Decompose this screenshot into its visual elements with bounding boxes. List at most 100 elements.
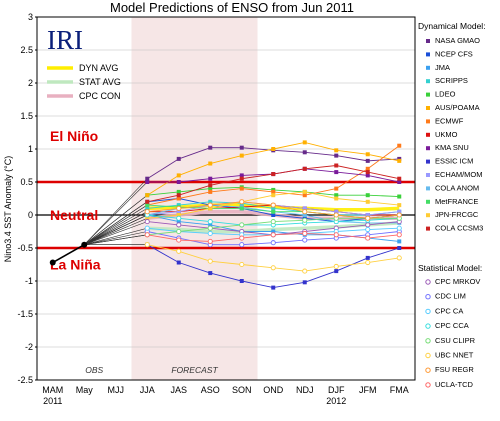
series-point-5-2 — [208, 161, 213, 166]
series-point-12-3 — [239, 206, 244, 211]
series-point-21-4 — [270, 202, 276, 208]
series-point-6-4 — [271, 189, 276, 194]
x-tick-label-9: DJF — [328, 385, 345, 395]
y-axis-label: Nino3.4 SST Anomaly (°C) — [3, 156, 13, 262]
year-label-1: 2012 — [326, 396, 346, 406]
forecast-shade — [131, 17, 258, 380]
series-point-21-0 — [144, 209, 150, 215]
stat-legend-swatch-0 — [425, 279, 431, 285]
y-tick-label-4: 1 — [28, 144, 33, 154]
avg-legend-label-0: DYN AVG — [79, 63, 118, 73]
series-point-5-4 — [271, 147, 276, 151]
dyn-legend-label-4: LDEO — [435, 90, 456, 99]
series-point-4-2 — [208, 186, 213, 191]
connector-12 — [84, 204, 148, 245]
y-tick-label-7: -0.5 — [17, 243, 33, 253]
dyn-legend-label-8: KMA SNU — [435, 143, 469, 152]
series-point-20-7 — [365, 259, 371, 266]
dyn-legend-label-0: NASA GMAO — [435, 36, 480, 45]
dyn-legend-swatch-7 — [426, 132, 430, 137]
series-point-6-2 — [208, 189, 213, 194]
series-point-3-4 — [271, 206, 276, 211]
y-tick-label-5: 0.5 — [20, 177, 33, 187]
dyn-legend-label-1: NCEP CFS — [435, 49, 473, 58]
stat-legend-swatch-3 — [425, 323, 431, 329]
dyn-legend-label-10: ECHAM/MOM — [435, 170, 483, 179]
dyn-legend-label-6: ECMWF — [435, 116, 464, 125]
connector-13 — [84, 218, 148, 245]
zone-label-1: Neutral — [50, 207, 98, 223]
series-point-19-5 — [302, 217, 308, 223]
series-point-22-1 — [176, 237, 182, 243]
series-point-0-5 — [302, 150, 307, 155]
series-point-4-7 — [365, 193, 370, 198]
series-point-5-8 — [397, 158, 402, 163]
dyn-legend-label-12: MetFRANCE — [435, 197, 478, 206]
series-point-13-2 — [208, 206, 213, 211]
stat-legend-swatch-2 — [425, 308, 431, 315]
series-point-14-1 — [176, 193, 181, 198]
series-point-3-2 — [208, 199, 213, 204]
series-point-5-6 — [334, 148, 339, 153]
series-point-20-0 — [144, 242, 150, 248]
stat-legend-swatch-4 — [425, 338, 431, 344]
observed-point-0 — [49, 259, 56, 266]
connector-0 — [84, 178, 148, 245]
x-tick-label-1: May — [76, 385, 94, 395]
x-tick-label-6: SON — [232, 385, 252, 395]
obs-label: OBS — [85, 365, 103, 375]
series-point-22-3 — [239, 235, 245, 241]
series-point-13-4 — [271, 193, 276, 198]
connector-8 — [84, 181, 148, 245]
y-tick-label-1: 2.5 — [20, 45, 33, 55]
series-point-5-3 — [239, 153, 244, 158]
series-point-2-2 — [208, 222, 213, 227]
series-point-13-7 — [365, 199, 370, 204]
series-point-1-4 — [271, 213, 276, 217]
connector-14 — [84, 201, 148, 245]
avg-legend-label-1: STAT AVG — [79, 77, 121, 87]
connector-22 — [84, 234, 148, 245]
series-point-19-3 — [239, 222, 245, 228]
x-tick-label-10: JFM — [359, 385, 377, 395]
series-point-4-1 — [176, 189, 181, 194]
y-tick-label-2: 2 — [28, 78, 33, 88]
dyn-legend-swatch-14 — [426, 226, 430, 231]
series-point-8-7 — [365, 173, 370, 178]
series-point-6-5 — [302, 193, 307, 198]
series-point-20-1 — [176, 248, 182, 254]
connector-17 — [84, 227, 148, 245]
series-point-9-3 — [239, 279, 244, 283]
dyn-legend-label-9: ESSIC ICM — [435, 157, 473, 166]
series-point-13-5 — [302, 189, 307, 194]
series-point-17-2 — [207, 230, 213, 237]
y-tick-label-3: 1.5 — [20, 111, 33, 121]
series-point-13-8 — [397, 203, 402, 208]
series-point-5-0 — [145, 193, 150, 198]
series-point-13-1 — [176, 213, 181, 217]
series-point-16-5 — [302, 237, 308, 243]
series-point-10-7 — [365, 213, 370, 217]
stat-legend-label-6: FSU REGR — [435, 365, 474, 374]
dyn-legend-swatch-2 — [426, 65, 430, 70]
zone-label-0: El Niño — [50, 128, 98, 144]
zone-label-2: La Niña — [50, 257, 101, 273]
dyn-legend-swatch-1 — [426, 52, 430, 57]
series-point-6-3 — [239, 186, 244, 191]
connector-21 — [84, 211, 148, 245]
series-point-14-6 — [334, 163, 339, 168]
series-point-12-4 — [271, 209, 276, 214]
stat-legend-label-3: CPC CCA — [435, 321, 469, 330]
series-point-10-1 — [176, 209, 181, 214]
series-point-5-5 — [302, 140, 307, 145]
series-point-8-0 — [145, 180, 150, 184]
series-point-6-1 — [176, 196, 181, 201]
series-point-22-4 — [270, 232, 276, 238]
series-point-14-0 — [145, 199, 150, 204]
series-point-5-7 — [365, 152, 370, 157]
series-point-20-2 — [207, 258, 213, 264]
connector-5 — [84, 194, 148, 245]
series-point-15-1 — [176, 222, 182, 228]
series-point-22-7 — [365, 235, 371, 241]
